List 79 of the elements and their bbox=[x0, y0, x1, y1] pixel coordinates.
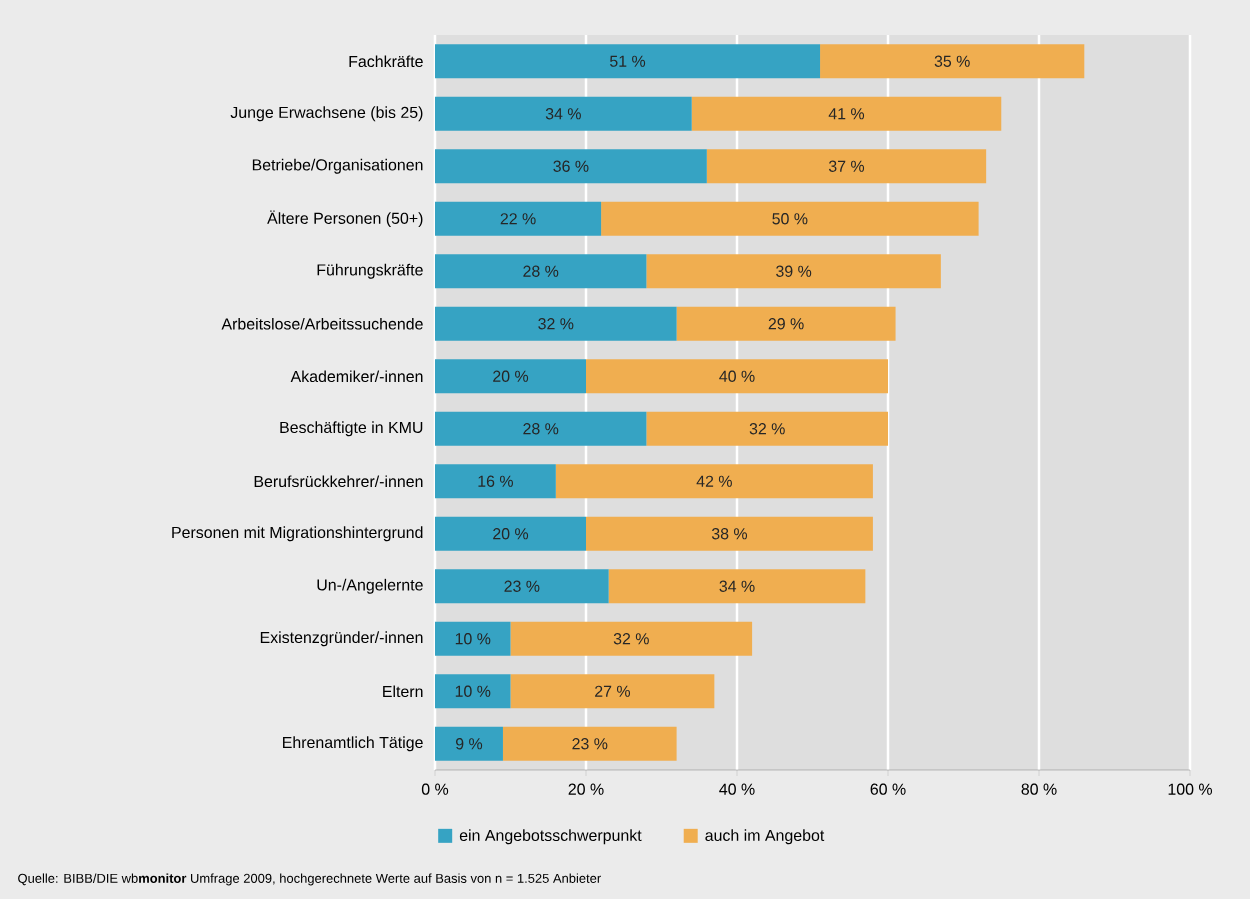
y-tick-label: Ehrenamtlich Tätige bbox=[283, 736, 423, 752]
x-tick-label: 40 % bbox=[719, 783, 755, 795]
bar bbox=[435, 621, 511, 656]
bar bbox=[586, 516, 873, 551]
y-tick-label: Arbeitslose/Arbeitssuchende bbox=[221, 317, 423, 330]
bar bbox=[435, 96, 692, 131]
bar bbox=[676, 306, 896, 341]
bar bbox=[435, 464, 556, 499]
source-note: Quelle: BIBB/DIE wbmonitor Umfrage 2009, hochgerechnete Werte auf Basis von n = 1.525 Anbieter bbox=[18, 873, 601, 886]
bar bbox=[435, 411, 647, 446]
bar bbox=[435, 254, 647, 289]
bar bbox=[435, 149, 707, 184]
data-label: 51 % bbox=[610, 55, 646, 67]
bar bbox=[435, 569, 609, 604]
bar bbox=[502, 726, 677, 761]
bar bbox=[555, 464, 873, 499]
data-label: 32 % bbox=[749, 423, 785, 435]
y-tick-label: Personen mit Migrationshintergrund bbox=[172, 526, 423, 542]
data-label: 50 % bbox=[772, 213, 808, 225]
data-label: 20 % bbox=[493, 370, 529, 382]
data-label: 29 % bbox=[768, 318, 804, 330]
bar bbox=[435, 726, 503, 761]
bar bbox=[510, 674, 715, 709]
x-tick-label: 100 % bbox=[1168, 783, 1213, 795]
bar bbox=[586, 359, 889, 394]
data-label: 27 % bbox=[595, 685, 631, 697]
y-tick-label: Berufsrückkehrer/-innen bbox=[254, 475, 423, 488]
data-label: 40 % bbox=[719, 370, 755, 382]
bar bbox=[435, 674, 511, 709]
data-label: 28 % bbox=[523, 265, 559, 277]
bar bbox=[691, 96, 1002, 131]
data-label: 28 % bbox=[523, 423, 559, 435]
bar bbox=[435, 306, 677, 341]
bar bbox=[608, 569, 866, 604]
bar bbox=[435, 359, 586, 394]
y-tick-label: Un-/Angelernte bbox=[317, 578, 423, 594]
bar bbox=[706, 149, 987, 184]
data-label: 34 % bbox=[719, 580, 755, 592]
data-label: 39 % bbox=[776, 265, 812, 277]
y-tick-label: Führungskräfte bbox=[317, 263, 423, 279]
x-tick-label: 80 % bbox=[1021, 783, 1057, 795]
data-label: 35 % bbox=[934, 55, 970, 67]
data-label: 41 % bbox=[828, 108, 865, 120]
y-tick-label: Akademiker/-innen bbox=[290, 370, 423, 383]
data-label: 38 % bbox=[711, 528, 748, 540]
bar bbox=[820, 44, 1085, 79]
bar bbox=[646, 254, 941, 289]
bar bbox=[510, 621, 753, 656]
bar bbox=[435, 201, 602, 236]
x-tick-label: 0 % bbox=[421, 783, 449, 795]
y-tick-label: Beschäftigte in KMU bbox=[280, 421, 423, 437]
y-tick-label: Eltern bbox=[383, 685, 423, 698]
data-label: 32 % bbox=[538, 318, 574, 330]
data-label: 37 % bbox=[828, 160, 865, 172]
y-tick-label: Junge Erwachsene (bis 25) bbox=[230, 106, 423, 122]
data-label: 10 % bbox=[455, 685, 491, 697]
data-label: 10 % bbox=[455, 633, 491, 645]
y-tick-label: Ältere Personen (50+) bbox=[267, 210, 423, 228]
data-label: 36 % bbox=[553, 160, 589, 172]
y-tick-label: Existenzgründer/-innen bbox=[260, 631, 423, 647]
data-label: 42 % bbox=[696, 475, 732, 487]
bar bbox=[646, 411, 889, 446]
legend-label: ein Angebotsschwerpunkt bbox=[459, 829, 642, 845]
data-label: 22 % bbox=[500, 213, 536, 225]
data-label: 23 % bbox=[504, 580, 540, 592]
data-label: 23 % bbox=[572, 738, 608, 750]
data-label: 34 % bbox=[545, 108, 581, 120]
y-tick-label: Fachkräfte bbox=[349, 55, 423, 68]
data-label: 32 % bbox=[613, 633, 649, 645]
data-label: 20 % bbox=[493, 528, 529, 540]
bar bbox=[435, 516, 586, 551]
bar bbox=[435, 44, 821, 79]
x-tick-label: 60 % bbox=[870, 783, 906, 795]
legend-label: auch im Angebot bbox=[705, 829, 825, 845]
data-label: 9 % bbox=[456, 738, 483, 750]
y-tick-label: Betriebe/Organisationen bbox=[252, 158, 423, 174]
data-label: 16 % bbox=[478, 475, 513, 487]
bar bbox=[601, 201, 979, 236]
x-tick-label: 20 % bbox=[568, 783, 604, 795]
